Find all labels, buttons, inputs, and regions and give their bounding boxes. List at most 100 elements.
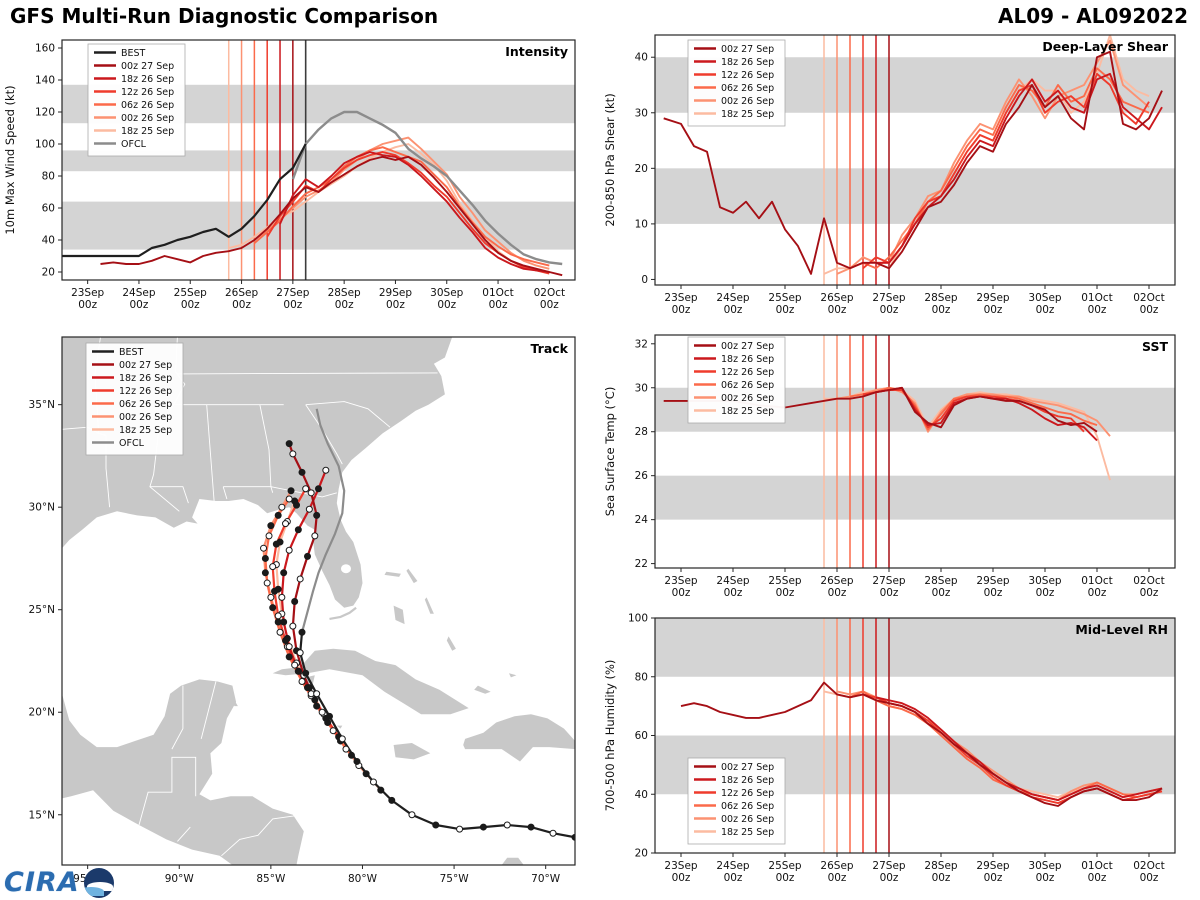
svg-text:27Sep: 27Sep	[872, 860, 905, 872]
sst-panel: 23Sep00z24Sep00z25Sep00z26Sep00z27Sep00z…	[603, 334, 1176, 599]
track-fix-dot	[377, 786, 385, 794]
svg-text:00z: 00z	[386, 299, 405, 311]
legend: BEST 00z 27 Sep 18z 26 Sep 12z 26 Sep 06z 26…	[85, 342, 184, 456]
track-fix-dot	[315, 485, 322, 493]
series-lines	[680, 681, 1163, 807]
svg-text:00z: 00z	[1088, 587, 1107, 599]
svg-text:20°N: 20°N	[29, 707, 55, 719]
threshold-band	[655, 168, 1175, 224]
track-fix-dot	[408, 811, 416, 819]
svg-text:20: 20	[42, 267, 55, 279]
series-lines	[62, 110, 563, 277]
track-fix-dot	[289, 622, 297, 630]
svg-text:40: 40	[635, 789, 648, 801]
state-border	[221, 814, 303, 857]
svg-text:23Sep: 23Sep	[664, 860, 697, 872]
track-fix-dot	[311, 532, 319, 540]
state-border	[222, 486, 228, 500]
noaa-emblem-icon	[83, 867, 114, 898]
track-fix-dot	[285, 440, 293, 448]
svg-text:25Sep: 25Sep	[174, 287, 207, 299]
state-border	[171, 685, 184, 750]
svg-text:00z: 00z	[540, 299, 559, 311]
track-fix-dot	[479, 823, 487, 831]
track-fix-dot	[342, 745, 350, 753]
svg-text:02Oct: 02Oct	[1133, 292, 1165, 304]
track-fix-dot	[298, 677, 306, 685]
panel-title: SST	[1142, 339, 1168, 354]
svg-text:24Sep: 24Sep	[716, 860, 749, 872]
svg-text:25Sep: 25Sep	[768, 575, 801, 587]
svg-text:00z: 00z	[880, 304, 899, 316]
svg-text:29Sep: 29Sep	[976, 292, 1009, 304]
track-fix-dot	[456, 825, 464, 833]
track-fix-dot	[353, 757, 361, 765]
svg-text:12z 26 Sep: 12z 26 Sep	[721, 788, 774, 799]
series-lines	[663, 35, 1163, 275]
svg-text:00z: 00z	[984, 304, 1003, 316]
track-fix-dot	[269, 604, 277, 612]
track-fix-dot	[307, 489, 315, 497]
svg-text:30°N: 30°N	[29, 502, 55, 514]
svg-text:40: 40	[635, 52, 648, 64]
series-00z-27-sep	[663, 50, 1163, 275]
svg-text:60: 60	[635, 730, 648, 742]
svg-text:24Sep: 24Sep	[716, 292, 749, 304]
lake-okeechobee	[340, 564, 351, 574]
svg-text:70°W: 70°W	[531, 873, 561, 885]
storm-id: AL09 - AL092022	[998, 4, 1188, 28]
svg-text:00z: 00z	[880, 587, 899, 599]
svg-text:00z: 00z	[335, 299, 354, 311]
svg-text:00z: 00z	[932, 587, 951, 599]
svg-text:29Sep: 29Sep	[379, 287, 412, 299]
y-axis-label: 200-850 hPa Shear (kt)	[603, 93, 617, 226]
track-fix-dot	[503, 821, 511, 829]
track-fix-dot	[304, 552, 312, 560]
track-fix-dot	[571, 833, 575, 841]
svg-text:00z: 00z	[130, 299, 149, 311]
svg-text:100: 100	[628, 613, 648, 625]
landmass	[393, 605, 405, 625]
svg-text:18z 26 Sep: 18z 26 Sep	[121, 74, 174, 85]
svg-text:00z 27 Sep: 00z 27 Sep	[721, 341, 774, 352]
svg-text:29Sep: 29Sep	[976, 575, 1009, 587]
panel-title: Deep-Layer Shear	[1042, 39, 1168, 54]
svg-text:85°W: 85°W	[256, 873, 286, 885]
track-fix-dot	[285, 495, 293, 503]
track-panel: 95°W90°W85°W80°W75°W70°W15°N20°N25°N30°N…	[29, 336, 576, 885]
svg-text:18z 26 Sep: 18z 26 Sep	[721, 57, 774, 68]
svg-text:80°W: 80°W	[348, 873, 378, 885]
svg-text:00z: 00z	[1140, 872, 1159, 884]
track-fix-dot	[318, 708, 326, 716]
svg-text:24Sep: 24Sep	[122, 287, 155, 299]
florida-keys	[329, 606, 357, 620]
track-fix-dot	[296, 649, 304, 657]
svg-text:120: 120	[35, 107, 55, 119]
track-fix-dot	[362, 770, 370, 778]
legend: 00z 27 Sep 18z 26 Sep 12z 26 Sep 06z 26 Sep…	[687, 757, 786, 845]
svg-text:26Sep: 26Sep	[820, 292, 853, 304]
series-00z-26-sep	[836, 386, 1111, 437]
landmass	[424, 597, 434, 614]
track-fix-dot	[527, 823, 535, 831]
svg-text:30Sep: 30Sep	[430, 287, 463, 299]
svg-text:18z 25 Sep: 18z 25 Sep	[721, 406, 774, 417]
svg-text:00z: 00z	[932, 872, 951, 884]
svg-text:40: 40	[42, 235, 55, 247]
svg-text:28Sep: 28Sep	[924, 292, 957, 304]
state-border	[138, 756, 197, 826]
series-18z-26-sep	[279, 151, 550, 273]
svg-text:00z: 00z	[724, 872, 743, 884]
svg-text:00z: 00z	[724, 587, 743, 599]
svg-text:00z: 00z	[672, 872, 691, 884]
series-ofcl	[291, 110, 563, 266]
series-00z-26-sep	[240, 136, 550, 270]
track-fix-dot	[260, 544, 268, 552]
svg-text:30Sep: 30Sep	[1028, 292, 1061, 304]
svg-text:26: 26	[635, 470, 649, 482]
series-best	[62, 143, 307, 258]
svg-text:18z 25 Sep: 18z 25 Sep	[121, 126, 174, 137]
svg-text:28Sep: 28Sep	[328, 287, 361, 299]
svg-text:00z 27 Sep: 00z 27 Sep	[121, 61, 174, 72]
svg-text:00z: 00z	[984, 587, 1003, 599]
